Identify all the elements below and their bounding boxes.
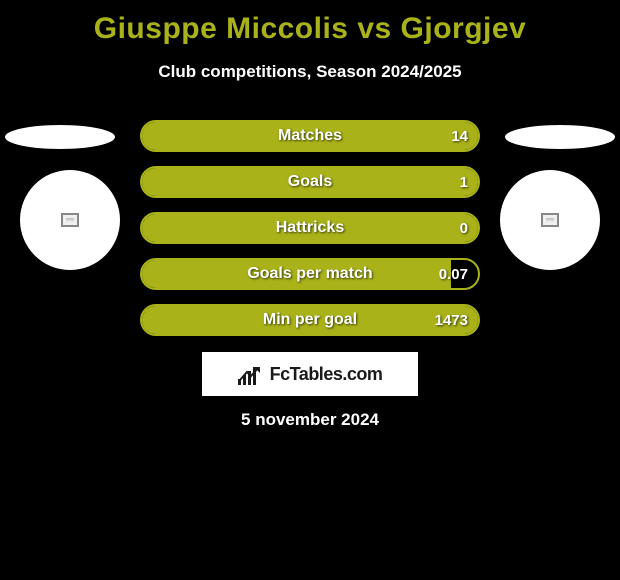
stat-row: Goals1 — [140, 166, 480, 198]
shadow-ellipse-left — [5, 125, 115, 149]
stat-value: 0.07 — [439, 260, 468, 288]
stat-row: Goals per match0.07 — [140, 258, 480, 290]
footer-date: 5 november 2024 — [0, 410, 620, 430]
stats-list: Matches14 Goals1 Hattricks0 Goals per match… — [140, 120, 480, 350]
logo-text: FcTables.com — [270, 364, 383, 385]
player-1-avatar — [20, 170, 120, 270]
stat-value: 1 — [460, 168, 468, 196]
stat-label: Hattricks — [142, 214, 478, 242]
stat-label: Min per goal — [142, 306, 478, 334]
page-title: Giusppe Miccolis vs Gjorgjev — [0, 0, 620, 46]
stat-value: 0 — [460, 214, 468, 242]
stat-label: Goals per match — [142, 260, 478, 288]
stat-value: 14 — [451, 122, 468, 150]
page-subtitle: Club competitions, Season 2024/2025 — [0, 62, 620, 82]
player-2-avatar — [500, 170, 600, 270]
stat-row: Hattricks0 — [140, 212, 480, 244]
arrow-up-icon — [240, 367, 260, 381]
bar-chart-icon — [238, 363, 264, 385]
fctables-logo[interactable]: FcTables.com — [202, 352, 418, 396]
stat-label: Goals — [142, 168, 478, 196]
image-placeholder-icon — [541, 213, 559, 227]
stat-row: Matches14 — [140, 120, 480, 152]
stat-row: Min per goal1473 — [140, 304, 480, 336]
image-placeholder-icon — [61, 213, 79, 227]
comparison-widget: Giusppe Miccolis vs Gjorgjev Club compet… — [0, 0, 620, 580]
shadow-ellipse-right — [505, 125, 615, 149]
stat-value: 1473 — [435, 306, 468, 334]
stat-label: Matches — [142, 122, 478, 150]
